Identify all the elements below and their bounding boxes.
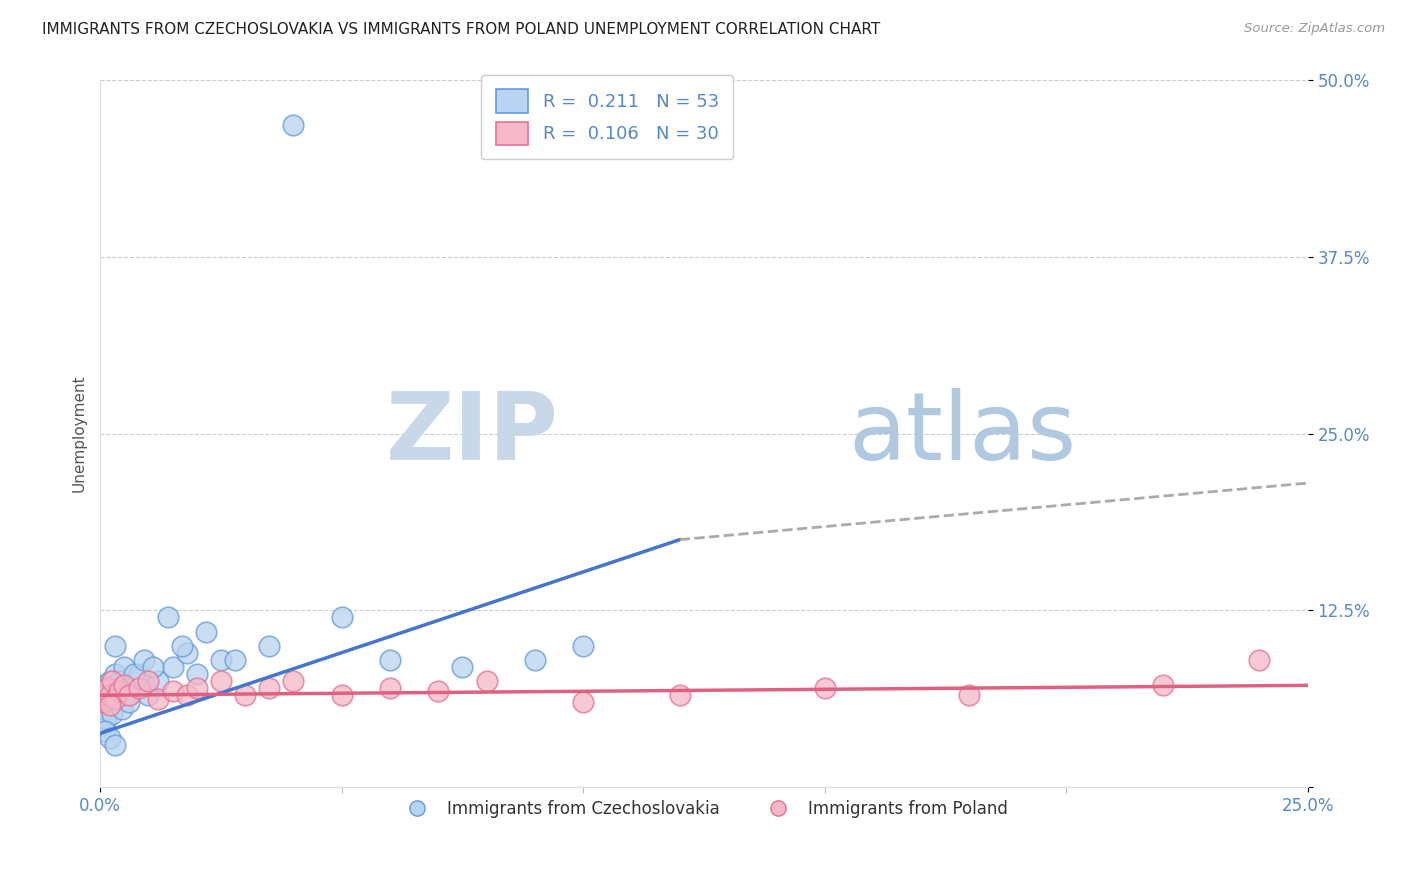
Point xyxy=(93,678,115,692)
Point xyxy=(93,716,115,731)
Point xyxy=(186,667,208,681)
Point xyxy=(128,681,150,695)
Point xyxy=(118,688,141,702)
Point xyxy=(93,695,115,709)
Point xyxy=(112,660,135,674)
Point xyxy=(100,695,122,709)
Point xyxy=(572,695,595,709)
Point xyxy=(118,695,141,709)
Point xyxy=(98,674,121,689)
Point xyxy=(1249,653,1271,667)
Point xyxy=(108,674,131,689)
Point xyxy=(138,688,160,702)
Point xyxy=(96,681,118,695)
Point xyxy=(104,692,127,706)
Point xyxy=(132,653,155,667)
Point xyxy=(96,712,118,726)
Point xyxy=(94,702,117,716)
Point xyxy=(1152,678,1174,692)
Point xyxy=(172,639,194,653)
Point xyxy=(142,660,165,674)
Point xyxy=(96,688,118,702)
Point xyxy=(233,688,256,702)
Point xyxy=(162,684,184,698)
Text: atlas: atlas xyxy=(849,388,1077,480)
Point xyxy=(475,674,498,689)
Point xyxy=(668,688,690,702)
Point xyxy=(257,681,280,695)
Point xyxy=(94,681,117,695)
Point xyxy=(427,684,450,698)
Point xyxy=(176,646,198,660)
Text: Source: ZipAtlas.com: Source: ZipAtlas.com xyxy=(1244,22,1385,36)
Point xyxy=(959,688,981,702)
Point xyxy=(523,653,546,667)
Point xyxy=(112,678,135,692)
Point xyxy=(146,692,169,706)
Point xyxy=(283,118,305,132)
Point xyxy=(93,684,115,698)
Point xyxy=(104,738,127,752)
Point xyxy=(330,610,353,624)
Point xyxy=(138,674,160,689)
Point xyxy=(94,709,117,723)
Point xyxy=(98,698,121,713)
Point xyxy=(209,653,232,667)
Point xyxy=(132,678,155,692)
Point xyxy=(186,681,208,695)
Point xyxy=(162,660,184,674)
Point xyxy=(94,688,117,702)
Point xyxy=(98,688,121,702)
Point xyxy=(94,723,117,738)
Point xyxy=(451,660,474,674)
Point xyxy=(94,688,117,702)
Point xyxy=(96,698,118,713)
Point xyxy=(330,688,353,702)
Point xyxy=(378,653,401,667)
Point xyxy=(156,610,179,624)
Point xyxy=(257,639,280,653)
Point xyxy=(98,731,121,745)
Point xyxy=(101,706,124,721)
Point xyxy=(108,681,131,695)
Point xyxy=(195,624,218,639)
Point xyxy=(91,692,114,706)
Point xyxy=(118,688,141,702)
Legend: Immigrants from Czechoslovakia, Immigrants from Poland: Immigrants from Czechoslovakia, Immigran… xyxy=(394,794,1014,825)
Point xyxy=(283,674,305,689)
Point xyxy=(104,667,127,681)
Point xyxy=(572,639,595,653)
Point xyxy=(105,688,128,702)
Point xyxy=(108,684,131,698)
Point xyxy=(176,688,198,702)
Point xyxy=(122,667,145,681)
Point xyxy=(378,681,401,695)
Point xyxy=(91,695,114,709)
Point xyxy=(112,688,135,702)
Point xyxy=(111,702,134,716)
Point xyxy=(104,639,127,653)
Point xyxy=(101,674,124,689)
Point xyxy=(91,702,114,716)
Point xyxy=(146,674,169,689)
Y-axis label: Unemployment: Unemployment xyxy=(72,375,86,492)
Point xyxy=(813,681,835,695)
Point xyxy=(97,681,120,695)
Point xyxy=(122,681,145,695)
Point xyxy=(128,667,150,681)
Point xyxy=(224,653,246,667)
Text: IMMIGRANTS FROM CZECHOSLOVAKIA VS IMMIGRANTS FROM POLAND UNEMPLOYMENT CORRELATIO: IMMIGRANTS FROM CZECHOSLOVAKIA VS IMMIGR… xyxy=(42,22,880,37)
Point xyxy=(209,674,232,689)
Text: ZIP: ZIP xyxy=(387,388,560,480)
